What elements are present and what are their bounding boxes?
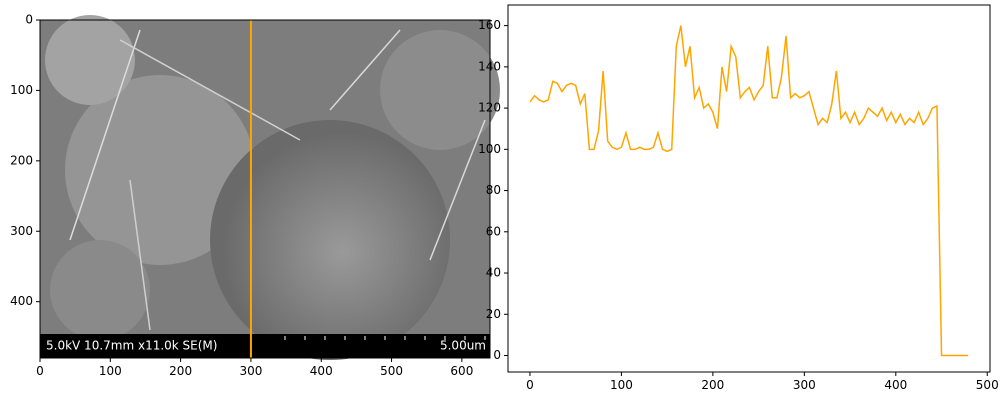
texture [380, 30, 500, 150]
axes-frame [39, 19, 491, 359]
image-banner [40, 334, 490, 358]
x-tick-label: 600 [450, 364, 473, 378]
y-tick-label: 60 [486, 224, 501, 238]
intensity-line [529, 25, 969, 357]
y-tick-label: 200 [10, 153, 33, 167]
fiber [429, 119, 486, 261]
x-tick-label: 300 [239, 364, 262, 378]
x-tick-label: 0 [526, 378, 534, 392]
x-tick-label: 100 [99, 364, 122, 378]
sem-image: 5.0kV 10.7mm x11.0k SE(M) 5.00um [40, 15, 500, 360]
texture [65, 75, 255, 265]
y-tick-label: 300 [10, 224, 33, 238]
scale-bar [284, 336, 486, 340]
texture [210, 120, 450, 360]
y-tick-label: 0 [493, 348, 501, 362]
y-tick-label: 80 [486, 183, 501, 197]
y-tick-label: 40 [486, 266, 501, 280]
y-tick-label: 20 [486, 307, 501, 321]
y-tick-label: 140 [478, 59, 501, 73]
banner-text: 5.0kV 10.7mm x11.0k SE(M) [46, 339, 217, 353]
y-tick-label: 0 [25, 13, 33, 27]
x-tick-label: 300 [793, 378, 816, 392]
y-tick-label: 400 [10, 294, 33, 308]
y-tick-label: 120 [478, 101, 501, 115]
fiber [129, 179, 151, 331]
y-tick-label: 160 [478, 18, 501, 32]
fiber [69, 29, 141, 241]
x-tick-label: 200 [169, 364, 192, 378]
scale-text: 5.00um [440, 339, 486, 353]
fiber [119, 39, 301, 141]
x-tick-label: 400 [884, 378, 907, 392]
fiber [329, 29, 401, 111]
x-tick-label: 400 [310, 364, 333, 378]
x-tick-label: 500 [976, 378, 999, 392]
x-tick-label: 200 [701, 378, 724, 392]
texture [45, 15, 135, 105]
x-tick-label: 100 [610, 378, 633, 392]
x-tick-label: 500 [380, 364, 403, 378]
x-tick-label: 0 [36, 364, 44, 378]
y-tick-label: 100 [478, 142, 501, 156]
texture [50, 240, 150, 340]
y-tick-label: 100 [10, 83, 33, 97]
axes-frame [507, 4, 991, 373]
